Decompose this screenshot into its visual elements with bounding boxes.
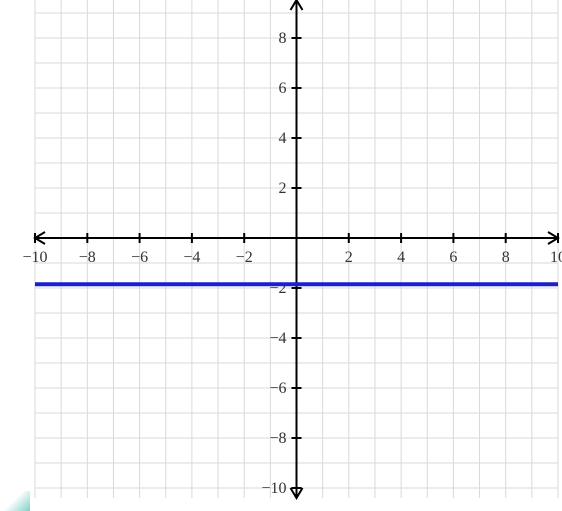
y-tick-label: 2 — [279, 180, 287, 197]
y-tick-label: 8 — [279, 30, 287, 47]
x-tick-label: −6 — [131, 249, 148, 266]
x-tick-label: −8 — [79, 249, 96, 266]
y-tick-label: 4 — [279, 130, 287, 147]
x-tick-label: 8 — [502, 249, 510, 266]
x-tick-label: 2 — [345, 249, 353, 266]
x-tick-label: −10 — [22, 249, 47, 266]
y-tick-label: 6 — [279, 80, 287, 97]
x-tick-label: −4 — [183, 249, 200, 266]
y-tick-label: −10 — [261, 480, 286, 497]
coordinate-plane-chart: −10−8−6−4−2246810−10−8−6−4−22468 — [0, 0, 562, 511]
y-tick-label: −8 — [269, 430, 286, 447]
chart-svg: −10−8−6−4−2246810−10−8−6−4−22468 — [0, 0, 562, 511]
x-tick-label: 10 — [550, 249, 562, 266]
x-tick-label: 6 — [449, 249, 457, 266]
x-tick-label: −2 — [236, 249, 253, 266]
y-tick-label: −4 — [269, 330, 286, 347]
y-tick-label: −6 — [269, 380, 286, 397]
x-tick-label: 4 — [397, 249, 405, 266]
